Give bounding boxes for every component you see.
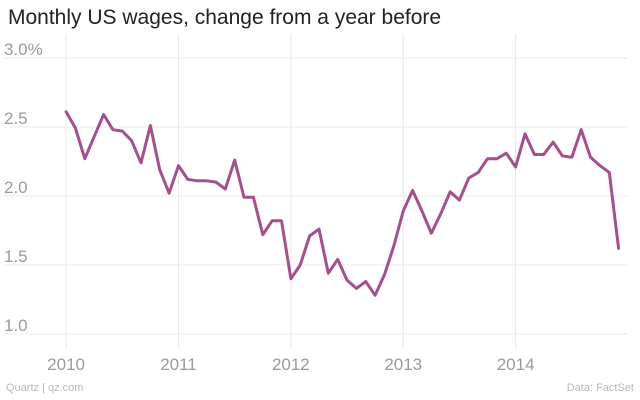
x-tick-label: 2014 — [497, 355, 535, 374]
y-tick-label: 1.5 — [4, 247, 28, 266]
x-tick-label: 2013 — [384, 355, 422, 374]
x-tick-label: 2012 — [272, 355, 310, 374]
x-tick-label: 2010 — [47, 355, 85, 374]
y-tick-label: 3.0% — [4, 40, 43, 59]
y-tick-label: 1.0 — [4, 316, 28, 335]
footer-data-credit: Data: FactSet — [566, 382, 634, 394]
series-line — [64, 110, 621, 297]
x-tick-label: 2011 — [160, 355, 197, 374]
y-tick-label: 2.5 — [4, 109, 28, 128]
y-tick-label: 2.0 — [4, 178, 28, 197]
chart-title: Monthly US wages, change from a year bef… — [8, 6, 442, 29]
footer-source-credit: Quartz | qz.com — [6, 382, 84, 394]
